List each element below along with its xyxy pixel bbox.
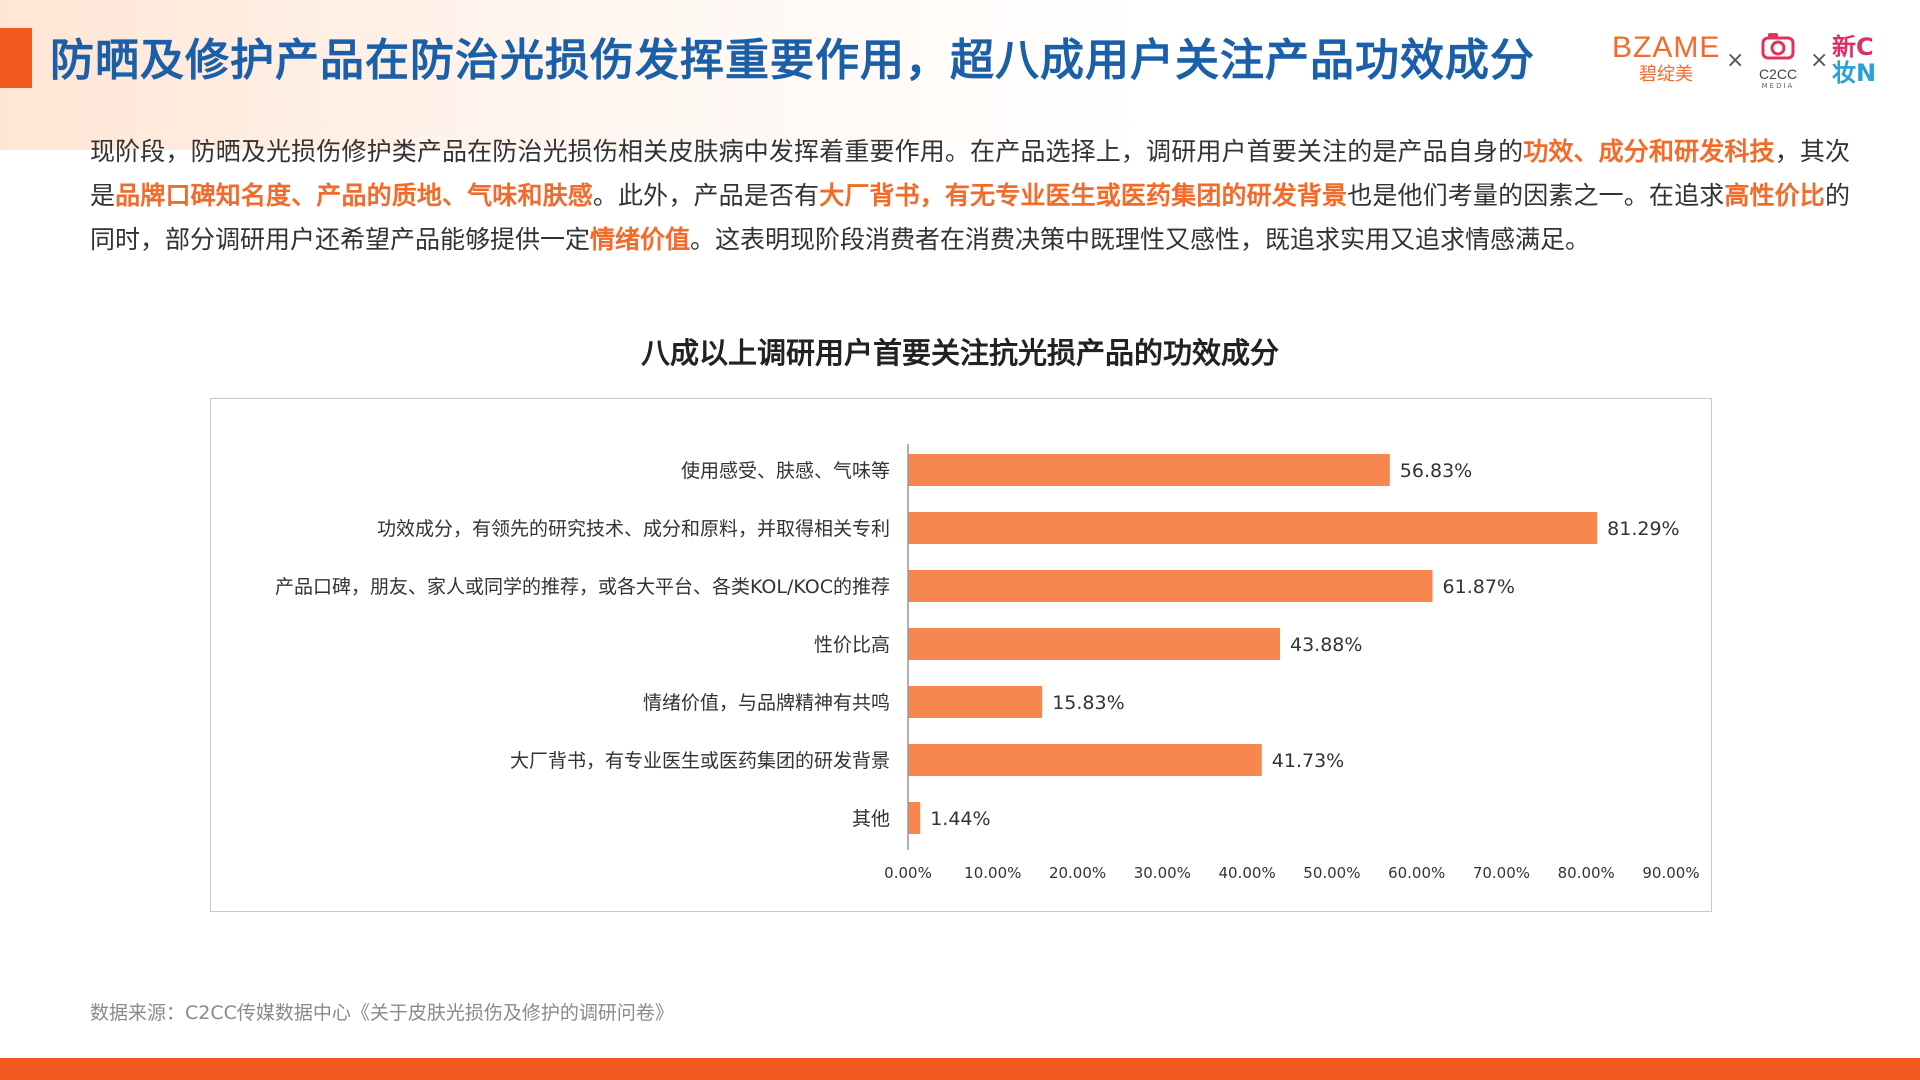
data-source-note: 数据来源：C2CC传媒数据中心《关于皮肤光损伤及修护的调研问卷》 bbox=[90, 1002, 674, 1024]
intro-paragraph: 现阶段，防晒及光损伤修护类产品在防治光损伤相关皮肤病中发挥着重要作用。在产品选择… bbox=[90, 130, 1850, 262]
c2cc-logo-sub: MEDIA bbox=[1761, 82, 1795, 90]
x-tick-label: 80.00% bbox=[1558, 864, 1615, 882]
category-label: 使用感受、肤感、气味等 bbox=[681, 460, 890, 482]
intro-text: 也是他们考量的因素之一。在追求 bbox=[1347, 181, 1725, 210]
bar bbox=[908, 454, 1390, 486]
x-tick-label: 60.00% bbox=[1388, 864, 1445, 882]
category-label: 功效成分，有领先的研究技术、成分和原料，并取得相关专利 bbox=[377, 518, 890, 540]
data-label: 41.73% bbox=[1272, 750, 1344, 772]
category-label: 情绪价值，与品牌精神有共鸣 bbox=[643, 692, 890, 714]
bar bbox=[908, 744, 1262, 776]
x-tick-label: 0.00% bbox=[884, 864, 932, 882]
xin-c-logo-line1: 新C bbox=[1832, 33, 1874, 61]
x-tick-label: 70.00% bbox=[1473, 864, 1530, 882]
data-label: 43.88% bbox=[1290, 634, 1362, 656]
bzame-logo: BZAME 碧绽美 bbox=[1612, 32, 1720, 86]
bar bbox=[908, 512, 1598, 544]
intro-text: 现阶段，防晒及光损伤修护类产品在防治光损伤相关皮肤病中发挥着重要作用。在产品选择… bbox=[90, 137, 1524, 166]
bar bbox=[908, 570, 1433, 602]
intro-highlight: 品牌口碑知名度、产品的质地、气味和肤感 bbox=[115, 181, 593, 210]
chart-frame: 使用感受、肤感、气味等 56.83% 功效成分，有领先的研究技术、成分和原料，并取得… bbox=[210, 398, 1712, 912]
bar-chart: 使用感受、肤感、气味等 56.83% 功效成分，有领先的研究技术、成分和原料，并取得… bbox=[275, 444, 1700, 882]
title-accent-bar bbox=[0, 28, 32, 88]
c2cc-logo: C2CC MEDIA bbox=[1752, 30, 1804, 90]
intro-text: 。此外，产品是否有 bbox=[592, 181, 820, 210]
bottom-accent-bar bbox=[0, 1058, 1920, 1080]
x-tick-label: 30.00% bbox=[1134, 864, 1191, 882]
camera-icon bbox=[1761, 33, 1795, 60]
intro-highlight: 情绪价值 bbox=[590, 225, 691, 254]
c2cc-logo-text: C2CC bbox=[1758, 66, 1798, 82]
data-label: 15.83% bbox=[1052, 692, 1124, 714]
data-label: 61.87% bbox=[1443, 576, 1515, 598]
intro-text: 。这表明现阶段消费者在消费决策中既理性又感性，既追求实用又追求情感满足。 bbox=[690, 225, 1591, 254]
bar bbox=[908, 686, 1043, 718]
intro-highlight: 高性价比 bbox=[1724, 181, 1825, 210]
x-tick-label: 20.00% bbox=[1049, 864, 1106, 882]
bar bbox=[908, 628, 1281, 660]
category-label: 其他 bbox=[852, 808, 890, 830]
bzame-logo-en: BZAME bbox=[1612, 31, 1721, 64]
category-label: 产品口碑，朋友、家人或同学的推荐，或各大平台、各类KOL/KOC的推荐 bbox=[275, 576, 890, 598]
x-tick-label: 40.00% bbox=[1219, 864, 1276, 882]
xin-c-logo-line2: 妆N bbox=[1832, 59, 1877, 87]
intro-text: ，其次是 bbox=[90, 137, 1850, 210]
chart-title: 八成以上调研用户首要关注抗光损产品的功效成分 bbox=[640, 336, 1279, 370]
x-tick-label: 10.00% bbox=[964, 864, 1021, 882]
bar bbox=[908, 802, 921, 834]
category-label: 性价比高 bbox=[814, 634, 890, 656]
times-icon: × bbox=[1810, 48, 1829, 73]
x-tick-label: 50.00% bbox=[1303, 864, 1360, 882]
intro-text: 的同时，部分调研用户还希望产品能够提供一定 bbox=[90, 181, 1850, 254]
page-title: 防晒及修护产品在防治光损伤发挥重要作用，超八成用户关注产品功效成分 bbox=[50, 35, 1535, 86]
x-tick-label: 90.00% bbox=[1642, 864, 1699, 882]
data-label: 56.83% bbox=[1400, 460, 1472, 482]
data-label: 81.29% bbox=[1607, 518, 1679, 540]
data-label: 1.44% bbox=[930, 808, 990, 830]
category-label: 大厂背书，有专业医生或医药集团的研发背景 bbox=[510, 750, 890, 772]
intro-highlight: 功效、成分和研发科技 bbox=[1523, 137, 1775, 166]
bzame-logo-cn: 碧绽美 bbox=[1639, 64, 1693, 85]
times-icon: × bbox=[1726, 48, 1745, 73]
xin-c-logo: 新C 妆N bbox=[1832, 34, 1884, 90]
header-background bbox=[0, 0, 1920, 150]
partner-logos: BZAME 碧绽美 × C2CC MEDIA × 新C 妆N bbox=[1608, 30, 1888, 94]
intro-highlight: 大厂背书，有无专业医生或医药集团的研发背景 bbox=[819, 181, 1348, 210]
